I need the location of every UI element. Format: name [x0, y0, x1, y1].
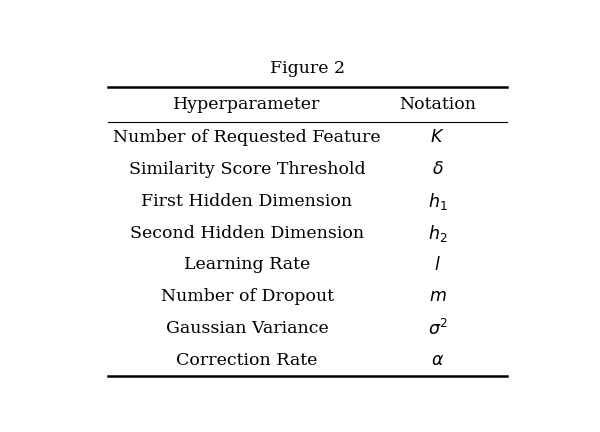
Text: Similarity Score Threshold: Similarity Score Threshold	[129, 161, 365, 178]
Text: $K$: $K$	[430, 129, 445, 146]
Text: Gaussian Variance: Gaussian Variance	[166, 320, 328, 337]
Text: $\alpha$: $\alpha$	[431, 352, 445, 369]
Text: Figure 2: Figure 2	[270, 60, 345, 77]
Text: Number of Requested Feature: Number of Requested Feature	[113, 129, 381, 146]
Text: Learning Rate: Learning Rate	[184, 256, 310, 273]
Text: Number of Dropout: Number of Dropout	[161, 288, 334, 305]
Text: $\delta$: $\delta$	[432, 161, 443, 178]
Text: $l$: $l$	[434, 256, 441, 274]
Text: $\sigma^2$: $\sigma^2$	[428, 318, 448, 339]
Text: $h_1$: $h_1$	[428, 191, 448, 212]
Text: Notation: Notation	[399, 96, 476, 113]
Text: Second Hidden Dimension: Second Hidden Dimension	[130, 225, 364, 241]
Text: Correction Rate: Correction Rate	[176, 352, 318, 369]
Text: $m$: $m$	[429, 288, 446, 305]
Text: Hyperparameter: Hyperparameter	[173, 96, 321, 113]
Text: $h_2$: $h_2$	[428, 222, 448, 244]
Text: First Hidden Dimension: First Hidden Dimension	[142, 193, 353, 210]
